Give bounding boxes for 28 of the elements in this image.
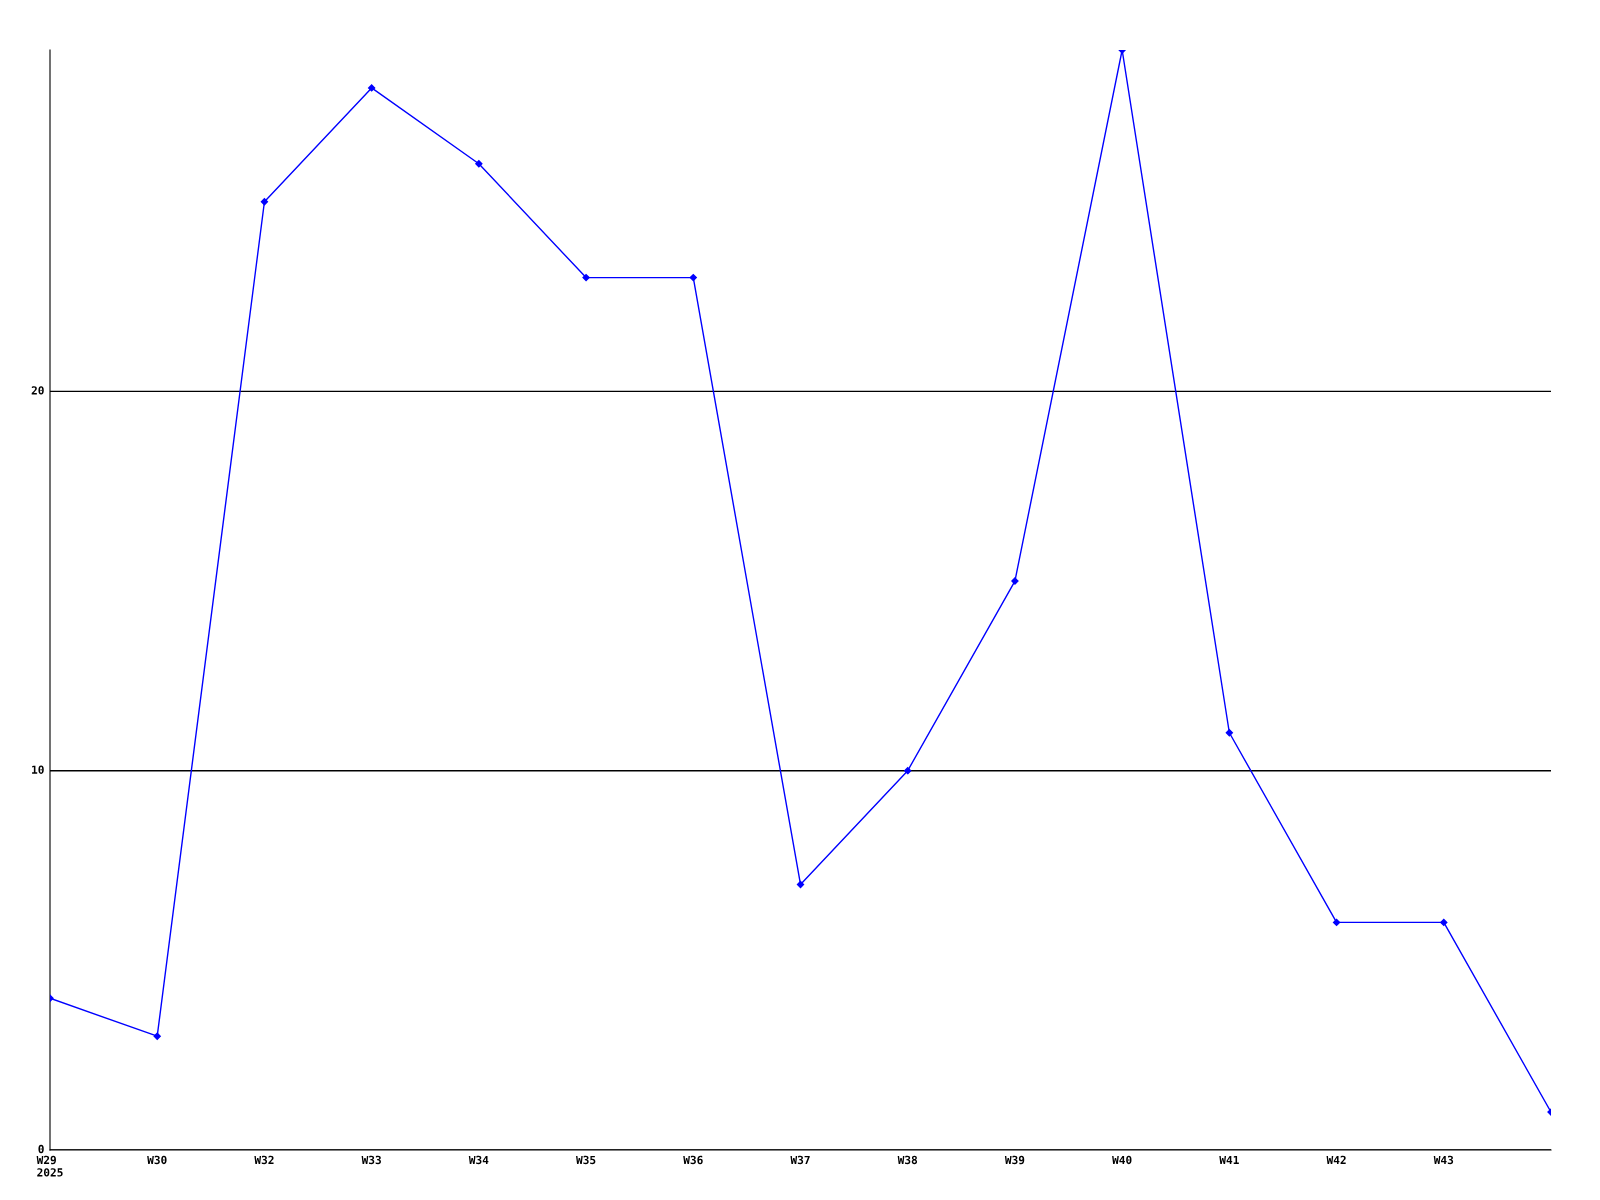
point: [368, 84, 376, 92]
x-tick-label: W36: [683, 1155, 703, 1165]
x-tick-label: W34: [468, 1155, 489, 1165]
point: [153, 1032, 161, 1040]
x-tick-label: W32: [254, 1155, 274, 1165]
x-tick-label: W39: [1004, 1155, 1025, 1165]
point: [1011, 577, 1019, 585]
x-tick-label: W35: [576, 1155, 596, 1165]
x-tick-label: W37: [790, 1155, 810, 1165]
point: [582, 273, 590, 282]
y-tick-label: 0: [38, 1144, 44, 1154]
y-tick-label: 20: [31, 386, 44, 395]
point: [260, 198, 269, 206]
x-tick-label: W29 2025: [36, 1155, 63, 1177]
point: [1225, 729, 1233, 737]
x-tick-label: W43: [1433, 1155, 1454, 1165]
point: [1440, 918, 1448, 927]
x-tick-label: W30: [147, 1155, 167, 1165]
point: [475, 160, 483, 168]
x-tick-label: W41: [1219, 1155, 1239, 1164]
point: [904, 767, 912, 775]
point: [1332, 918, 1341, 927]
x-tick-label: W38: [897, 1155, 918, 1165]
x-tick-label: W40: [1112, 1155, 1132, 1165]
x-tick-label: W33: [361, 1155, 381, 1165]
y-tick-label: 10: [32, 765, 44, 774]
point: [689, 273, 697, 282]
x-tick-label: W42: [1326, 1155, 1346, 1164]
